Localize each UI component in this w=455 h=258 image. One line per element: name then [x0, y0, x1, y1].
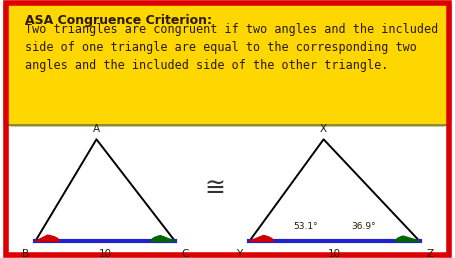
Text: Z: Z [426, 249, 433, 258]
Text: 36.9°: 36.9° [351, 222, 376, 231]
Wedge shape [396, 236, 420, 241]
Text: X: X [320, 124, 327, 134]
Text: 10: 10 [328, 249, 341, 258]
Text: 53.1°: 53.1° [293, 222, 318, 231]
Text: Y: Y [237, 249, 243, 258]
Wedge shape [35, 235, 59, 241]
FancyBboxPatch shape [5, 2, 450, 125]
Wedge shape [151, 236, 175, 241]
Text: ≅: ≅ [204, 176, 225, 200]
Text: A: A [93, 124, 100, 134]
Text: C: C [182, 249, 189, 258]
Text: 10: 10 [99, 249, 112, 258]
Text: B: B [22, 249, 29, 258]
FancyBboxPatch shape [6, 3, 449, 126]
Text: Two triangles are congruent if two angles and the included
side of one triangle : Two triangles are congruent if two angle… [25, 23, 438, 72]
Text: ASA Congruence Criterion:: ASA Congruence Criterion: [25, 14, 212, 27]
Wedge shape [249, 236, 273, 241]
